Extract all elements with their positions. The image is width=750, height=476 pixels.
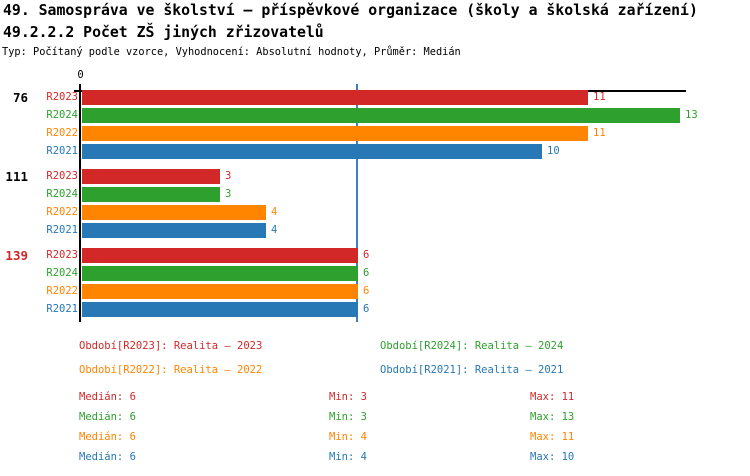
bar-R2021 <box>82 302 358 317</box>
series-row-label: R2023 <box>46 170 78 182</box>
bar-value-label: 11 <box>593 91 606 103</box>
series-row-label: R2024 <box>46 188 78 200</box>
y-axis-line <box>79 84 81 322</box>
bar-value-label: 6 <box>363 303 370 315</box>
bar-value-label: 6 <box>363 249 370 261</box>
bar-value-label: 6 <box>363 267 370 279</box>
stat-min: Min: 4 <box>329 451 367 463</box>
report-title-line2: 49.2.2.2 Počet ZŠ jiných zřizovatelů <box>3 24 324 41</box>
series-row-label: R2023 <box>46 249 78 261</box>
stat-max: Max: 11 <box>530 391 575 403</box>
stat-median: Medián: 6 <box>79 451 136 463</box>
bar-R2023 <box>82 169 220 184</box>
stat-min: Min: 4 <box>329 431 367 443</box>
median-reference-line <box>356 84 358 322</box>
stat-median: Medián: 6 <box>79 431 136 443</box>
series-row-label: R2023 <box>46 91 78 103</box>
stat-median: Medián: 6 <box>79 411 136 423</box>
bar-value-label: 4 <box>271 206 278 218</box>
stat-max: Max: 13 <box>530 411 575 423</box>
report-subtitle: Typ: Počítaný podle vzorce, Vyhodnocení:… <box>2 46 461 58</box>
bar-R2022 <box>82 284 358 299</box>
series-row-label: R2024 <box>46 109 78 121</box>
legend-item: Období[R2021]: Realita – 2021 <box>380 364 564 376</box>
bar-R2024 <box>82 108 680 123</box>
series-row-label: R2024 <box>46 267 78 279</box>
group-label: 76 <box>12 90 28 105</box>
bar-R2021 <box>82 223 266 238</box>
bar-R2023 <box>82 248 358 263</box>
stat-max: Max: 10 <box>530 451 575 463</box>
series-row-label: R2022 <box>46 285 78 297</box>
legend-item: Období[R2023]: Realita – 2023 <box>79 340 263 352</box>
bar-R2021 <box>82 144 542 159</box>
bar-R2022 <box>82 205 266 220</box>
series-row-label: R2021 <box>46 224 78 236</box>
bar-R2023 <box>82 90 588 105</box>
series-row-label: R2022 <box>46 127 78 139</box>
bar-value-label: 3 <box>225 170 232 182</box>
series-row-label: R2022 <box>46 206 78 218</box>
report-title-line1: 49. Samospráva ve školství – příspěvkové… <box>3 2 698 19</box>
legend-item: Období[R2022]: Realita – 2022 <box>79 364 263 376</box>
stat-median: Medián: 6 <box>79 391 136 403</box>
bar-value-label: 4 <box>271 224 278 236</box>
bar-R2024 <box>82 266 358 281</box>
x-axis-zero-tick-label: 0 <box>77 69 84 81</box>
bar-value-label: 13 <box>685 109 698 121</box>
bar-R2024 <box>82 187 220 202</box>
stat-max: Max: 11 <box>530 431 575 443</box>
bar-R2022 <box>82 126 588 141</box>
group-label: 139 <box>5 248 28 263</box>
bar-value-label: 3 <box>225 188 232 200</box>
bar-value-label: 11 <box>593 127 606 139</box>
bar-value-label: 10 <box>547 145 560 157</box>
bar-value-label: 6 <box>363 285 370 297</box>
legend-item: Období[R2024]: Realita – 2024 <box>380 340 564 352</box>
stat-min: Min: 3 <box>329 391 367 403</box>
series-row-label: R2021 <box>46 145 78 157</box>
group-label: 111 <box>5 169 28 184</box>
stat-min: Min: 3 <box>329 411 367 423</box>
series-row-label: R2021 <box>46 303 78 315</box>
